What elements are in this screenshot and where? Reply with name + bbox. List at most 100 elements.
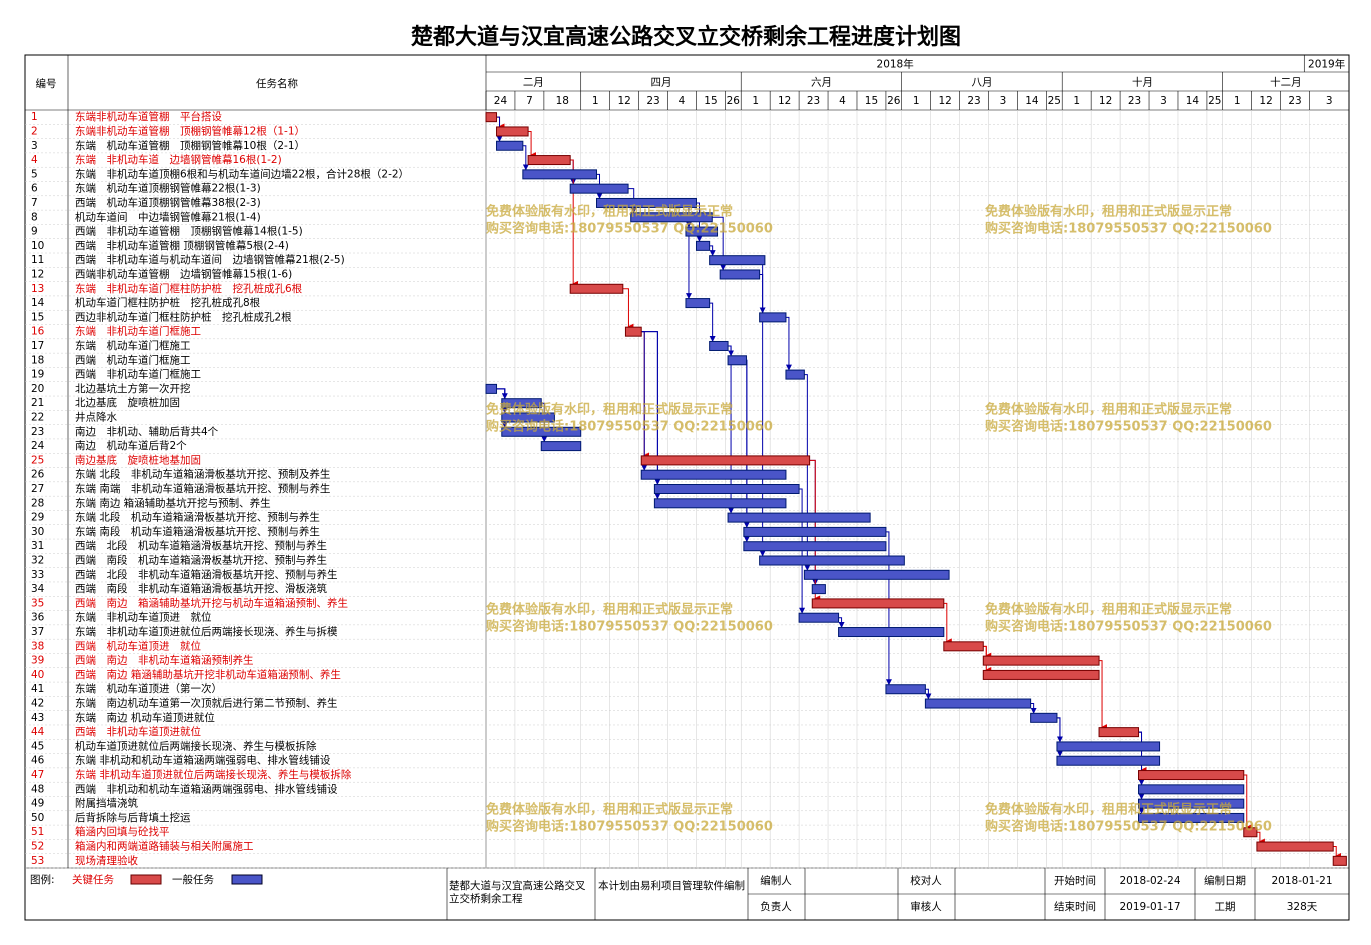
watermark: 免费体验版有水印，租用和正式版显示正常 — [486, 802, 733, 818]
end-date: 2019-01-17 — [1119, 901, 1180, 913]
task-bar — [685, 226, 719, 237]
task-id: 43 — [31, 712, 44, 724]
task-name: 机动车道顶进就位后两端接长现浇、养生与模板拆除 — [75, 739, 317, 752]
task-name: 东端 机动车道顶棚钢管帷幕22根(1-3) — [75, 182, 261, 195]
task-name: 西端非机动车道管棚 边墙钢管帷幕15根(1-6) — [75, 267, 292, 280]
task-id: 53 — [31, 855, 44, 867]
task-name: 西端 非机动和机动车道箱涵两端强弱电、排水管线铺设 — [75, 782, 338, 795]
task-name: 西端 南边 非机动车道箱涵预制养生 — [75, 654, 254, 667]
task-bar — [743, 526, 887, 537]
dependency-link — [943, 602, 952, 645]
task-bar — [695, 240, 711, 251]
task-bar — [785, 369, 805, 380]
legend-critical: 关键任务 — [72, 873, 114, 886]
task-bar — [1332, 855, 1347, 866]
dependency-link — [785, 316, 792, 371]
date-label: 编制日期 — [1204, 874, 1246, 887]
task-id: 5 — [31, 168, 38, 180]
task-id: 3 — [31, 140, 38, 152]
task-bar — [501, 412, 555, 423]
task-bar — [496, 126, 529, 137]
legend-label: 图例: — [30, 873, 55, 886]
dependency-link — [809, 459, 821, 602]
task-bar — [501, 426, 582, 437]
task-id: 35 — [31, 597, 44, 609]
task-bar — [527, 155, 571, 166]
x-tick-label: 7 — [526, 95, 533, 107]
id-header: 编号 — [36, 77, 57, 90]
task-bar — [943, 641, 984, 652]
task-bar — [743, 541, 887, 552]
dependency-link — [641, 331, 648, 471]
task-id: 27 — [31, 483, 44, 495]
x-tick-label: 1 — [752, 95, 759, 107]
task-id: 22 — [31, 411, 44, 423]
watermark: 免费体验版有水印，租用和正式版显示正常 — [985, 802, 1232, 818]
task-bar — [1030, 712, 1058, 723]
task-name: 西端 非机动车道管棚 顶棚钢管帷幕14根(1-5) — [75, 225, 303, 238]
watermark: 免费体验版有水印，租用和正式版显示正常 — [985, 204, 1232, 220]
legend-swatch — [130, 874, 162, 885]
task-name: 井点降水 — [75, 410, 117, 423]
x-tick-label: 1 — [1073, 95, 1080, 107]
task-id: 15 — [31, 311, 44, 323]
watermark: 免费体验版有水印，租用和正式版显示正常 — [985, 602, 1232, 618]
task-bar — [569, 183, 629, 194]
task-bar — [501, 398, 542, 409]
task-id: 14 — [31, 297, 45, 309]
dependency-link — [1030, 703, 1037, 714]
task-name: 东端 机动车道门框施工 — [75, 339, 191, 352]
task-id: 7 — [31, 197, 38, 209]
task-bar — [653, 484, 800, 494]
task-name: 东端 机动车道顶进（第一次） — [75, 682, 222, 695]
x-tick-label: 12 — [938, 95, 951, 107]
task-id: 44 — [31, 726, 45, 738]
task-name: 东端 非机动车道顶进就位后两端接长现浇、养生与模板拆除 — [75, 768, 352, 781]
task-id: 39 — [31, 655, 44, 667]
dependency-link — [1333, 846, 1342, 859]
task-name: 北边基坑土方第一次开挖 — [75, 382, 191, 395]
responsible: 负责人 — [760, 900, 792, 913]
watermark: 购买咨询电话:18079550537 QQ:22150060 — [486, 619, 773, 635]
task-id: 46 — [31, 755, 45, 767]
task-bar — [924, 698, 1032, 709]
month-label: 六月 — [811, 77, 832, 89]
dependency-link — [838, 617, 845, 629]
task-name: 南边 机动车道后背2个 — [75, 439, 187, 452]
task-name: 西端 北段 非机动车道箱涵滑板基坑开挖、预制与养生 — [75, 568, 338, 581]
footer: 图例: 关键任务 一般任务 楚都大道与汉宜高速公路交叉立交桥剩余工程 本计划由易… — [30, 868, 1349, 920]
x-tick-label: 23 — [646, 95, 659, 107]
task-id: 4 — [31, 154, 38, 166]
task-id: 9 — [31, 226, 38, 238]
task-id: 38 — [31, 640, 44, 652]
task-name: 西端 非机动车道与机动车道间 边墙钢管帷幕21根(2-5) — [75, 253, 345, 266]
task-id: 10 — [31, 240, 44, 252]
task-id: 40 — [31, 669, 44, 681]
start-label: 开始时间 — [1054, 874, 1096, 887]
task-name: 西端 机动车道门框施工 — [75, 353, 191, 366]
x-tick-label: 14 — [1186, 95, 1200, 107]
task-id: 26 — [31, 469, 45, 481]
task-id: 11 — [31, 254, 44, 266]
task-id: 29 — [31, 512, 44, 524]
watermark: 免费体验版有水印，租用和正式版显示正常 — [486, 204, 733, 220]
task-id: 50 — [31, 812, 44, 824]
x-tick-label: 26 — [887, 95, 901, 107]
task-id: 42 — [31, 698, 44, 710]
task-id: 47 — [31, 769, 44, 781]
chart-title: 楚都大道与汉宜高速公路交叉立交桥剩余工程进度计划图 — [411, 24, 961, 50]
task-bar — [1098, 727, 1140, 738]
x-tick-label: 12 — [1259, 95, 1272, 107]
task-name: 东端 北段 非机动车道箱涵滑板基坑开挖、预制及养生 — [75, 468, 330, 481]
task-bar — [1056, 741, 1161, 752]
x-tick-label: 12 — [617, 95, 630, 107]
x-tick-label: 4 — [679, 95, 686, 107]
watermark: 购买咨询电话:18079550537 QQ:22150060 — [486, 419, 773, 435]
task-id: 25 — [31, 454, 44, 466]
task-bar — [811, 598, 945, 609]
task-name: 西端 北段 机动车道箱涵滑板基坑开挖、预制与养生 — [75, 539, 327, 552]
month-label: 十月 — [1132, 76, 1153, 89]
watermark: 购买咨询电话:18079550537 QQ:22150060 — [985, 221, 1272, 237]
task-id: 34 — [31, 583, 45, 595]
dependency-link — [712, 216, 727, 271]
